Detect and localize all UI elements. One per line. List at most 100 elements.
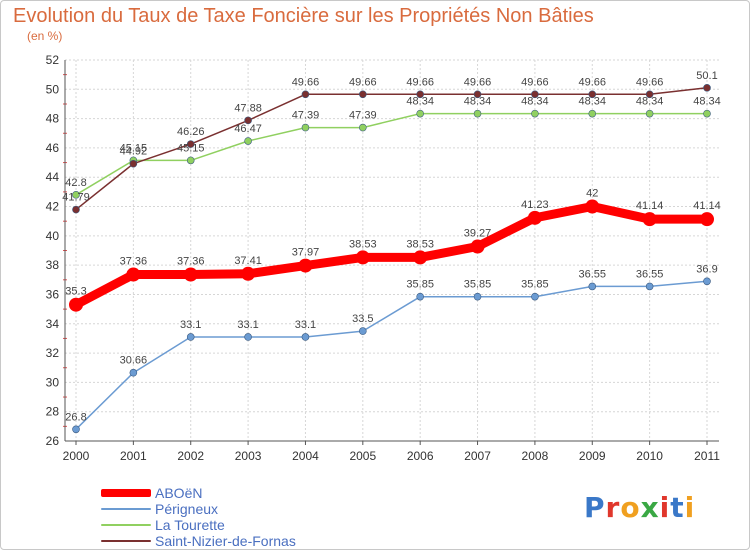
series-point-2-5 <box>359 123 367 132</box>
data-label-0-4: 37.97 <box>292 247 320 259</box>
series-point-3-1 <box>129 159 138 168</box>
series-point-1-0 <box>72 425 80 434</box>
data-label-3-11: 50.1 <box>696 70 717 82</box>
data-label-2-3: 46.47 <box>234 123 262 135</box>
series-point-3-5 <box>359 90 367 99</box>
series-point-0-5 <box>355 250 370 265</box>
data-label-3-0: 41.79 <box>62 192 90 204</box>
series-point-3-9 <box>588 90 597 99</box>
data-label-0-7: 39.27 <box>464 228 492 240</box>
series-point-1-7 <box>473 292 482 301</box>
data-label-1-8: 35.85 <box>521 279 549 291</box>
data-label-1-1: 30.66 <box>120 355 148 367</box>
x-tick-label-2007: 2007 <box>464 449 491 463</box>
series-line-3 <box>75 87 708 211</box>
y-tick-label-30: 30 <box>46 375 60 389</box>
data-label-1-0: 26.8 <box>65 411 86 423</box>
series-point-1-6 <box>416 292 424 301</box>
y-tick-label-48: 48 <box>46 112 60 126</box>
data-label-3-8: 49.66 <box>521 76 549 88</box>
data-label-1-3: 33.1 <box>237 319 258 331</box>
x-tick-label-2011: 2011 <box>694 449 720 463</box>
data-label-0-3: 37.41 <box>234 255 262 267</box>
data-label-0-6: 38.53 <box>406 238 434 250</box>
data-label-0-1: 37.36 <box>120 256 148 268</box>
series-point-2-2 <box>186 156 195 165</box>
series-point-0-10 <box>642 212 657 227</box>
data-labels: 26.8 30.66 33.1 33.1 33.1 33.5 35.85 35.85 35.85… <box>62 70 721 423</box>
legend-label: ABOëN <box>155 485 203 501</box>
data-label-3-1: 44.92 <box>120 146 148 158</box>
series-point-0-2 <box>183 267 198 282</box>
logo-letter: x <box>640 491 660 524</box>
series-point-1-1 <box>129 368 138 377</box>
series-lines <box>69 84 714 434</box>
series-point-0-8 <box>527 210 542 225</box>
chart-title: Evolution du Taux de Taxe Foncière sur l… <box>13 5 594 27</box>
series-point-2-4 <box>301 123 310 132</box>
data-label-3-3: 47.88 <box>234 102 262 114</box>
y-tick-label-40: 40 <box>46 229 60 243</box>
y-tick-label-26: 26 <box>46 434 60 448</box>
series-point-0-7 <box>470 239 485 254</box>
series-point-3-4 <box>301 90 310 99</box>
data-label-3-2: 46.26 <box>177 126 205 138</box>
y-tick-label-46: 46 <box>46 141 60 155</box>
data-label-2-0: 42.8 <box>65 177 86 189</box>
y-tick-label-50: 50 <box>46 82 60 96</box>
data-label-3-5: 49.66 <box>349 76 377 88</box>
series-point-2-0 <box>72 191 80 199</box>
grid <box>65 59 719 442</box>
x-tick-label-2005: 2005 <box>349 449 376 463</box>
data-label-2-2: 45.15 <box>177 142 205 154</box>
series-point-2-11 <box>703 109 711 118</box>
logo-letter: o <box>620 491 641 524</box>
data-label-1-11: 36.9 <box>696 263 717 275</box>
y-tick-label-38: 38 <box>46 258 60 272</box>
series-point-1-11 <box>703 277 711 286</box>
series-point-1-9 <box>588 282 597 291</box>
data-label-2-9: 48.34 <box>579 96 607 108</box>
x-tick-label-2003: 2003 <box>235 449 262 463</box>
series-point-1-3 <box>244 333 252 341</box>
series-point-0-1 <box>126 267 141 282</box>
legend-label: Périgneux <box>155 501 219 517</box>
data-label-1-4: 33.1 <box>295 319 316 331</box>
legend-label: Saint-Nizier-de-Fornas <box>155 533 296 549</box>
x-tick-label-2006: 2006 <box>407 449 434 463</box>
series-point-3-11 <box>703 84 711 92</box>
x-tick-label-2010: 2010 <box>636 449 663 463</box>
legend-swatch <box>101 489 151 497</box>
series-point-3-7 <box>473 90 482 99</box>
data-label-1-7: 35.85 <box>464 279 492 291</box>
data-label-2-4: 47.39 <box>292 110 320 122</box>
logo-letter: i <box>684 491 696 524</box>
data-label-2-8: 48.34 <box>521 96 549 108</box>
series-point-3-2 <box>186 140 195 148</box>
data-label-3-7: 49.66 <box>464 76 492 88</box>
data-label-3-10: 49.66 <box>636 76 664 88</box>
series-line-1 <box>75 280 708 431</box>
series-point-3-8 <box>531 90 539 99</box>
series-point-3-3 <box>244 116 252 125</box>
series-point-2-3 <box>244 137 252 145</box>
logo-letter: t <box>670 491 685 524</box>
series-point-2-7 <box>473 109 482 118</box>
data-label-2-5: 47.39 <box>349 110 377 122</box>
data-label-2-11: 48.34 <box>693 96 721 108</box>
y-tick-label-36: 36 <box>46 287 60 301</box>
series-point-3-10 <box>645 90 654 99</box>
data-label-1-5: 33.5 <box>352 313 373 325</box>
series-line-2 <box>75 112 708 196</box>
series-point-2-9 <box>588 109 597 118</box>
legend-swatch <box>101 540 151 542</box>
series-point-1-10 <box>645 282 654 291</box>
y-tick-label-32: 32 <box>46 346 60 360</box>
axes: 26 28 30 32 34 36 38 40 42 44 46 48 50 52 2000 2001 2002… <box>46 53 721 463</box>
x-tick-label-2001: 2001 <box>120 449 147 463</box>
data-label-1-9: 36.55 <box>579 268 607 280</box>
series-point-0-3 <box>241 266 256 281</box>
y-tick-label-44: 44 <box>46 170 60 184</box>
x-tick-label-2002: 2002 <box>177 449 204 463</box>
